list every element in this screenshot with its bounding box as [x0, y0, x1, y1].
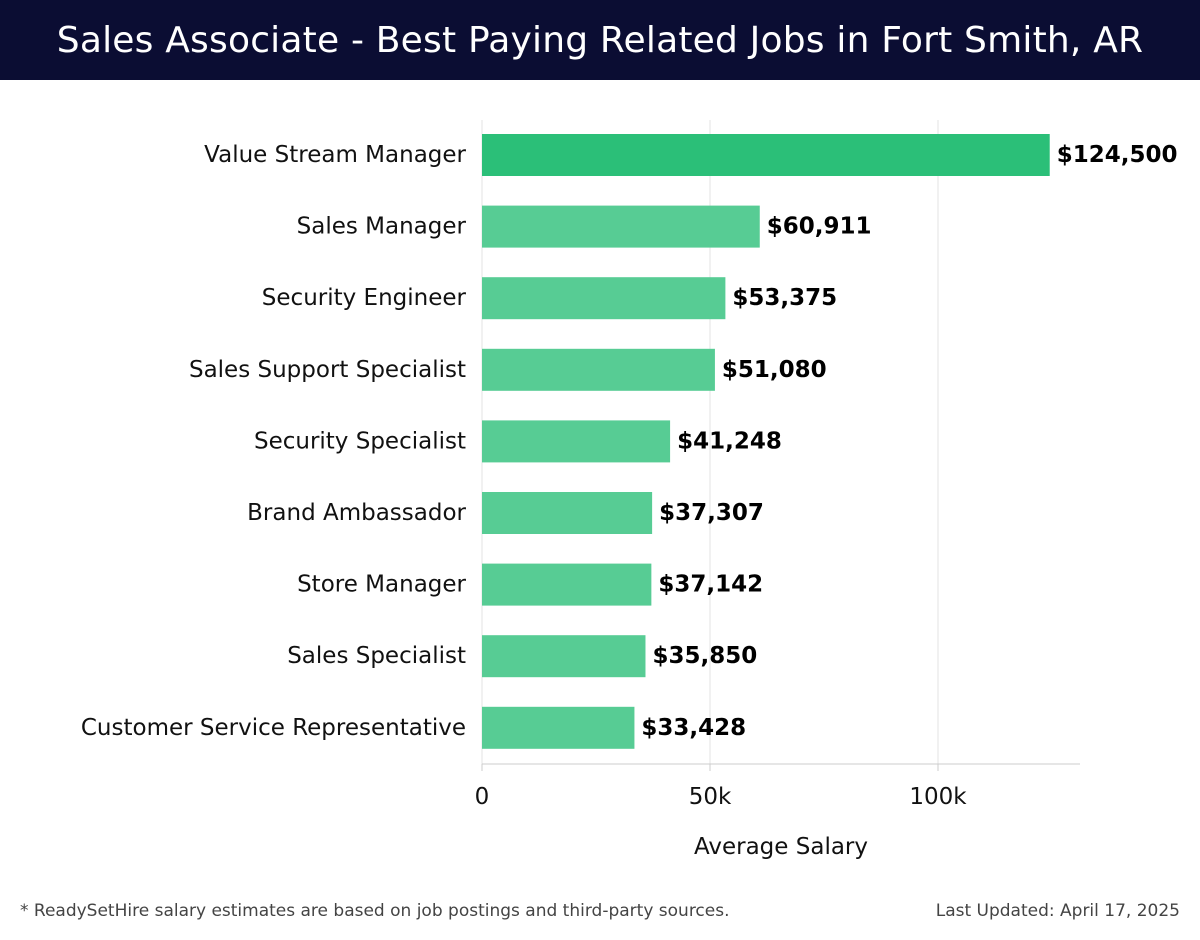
value-label-0: $124,500	[1057, 142, 1178, 168]
value-label-1: $60,911	[767, 214, 872, 240]
page-title: Sales Associate - Best Paying Related Jo…	[56, 19, 1144, 61]
header-bar: Sales Associate - Best Paying Related Jo…	[0, 0, 1200, 80]
category-label-1: Sales Manager	[297, 214, 467, 240]
x-tick-label-0: 0	[475, 784, 490, 810]
value-label-8: $33,428	[641, 715, 746, 741]
bar-4	[482, 420, 671, 463]
bar-1	[482, 205, 760, 248]
category-label-7: Sales Specialist	[287, 643, 466, 669]
bars	[482, 134, 1050, 749]
category-label-6: Store Manager	[297, 572, 466, 598]
category-label-2: Security Engineer	[262, 285, 467, 311]
value-label-7: $35,850	[652, 643, 757, 669]
value-label-5: $37,307	[659, 500, 764, 526]
bar-8	[482, 706, 635, 749]
bar-3	[482, 348, 715, 391]
category-label-0: Value Stream Manager	[204, 142, 466, 168]
bar-5	[482, 492, 653, 534]
category-labels: Value Stream Manager Sales Manager Securit…	[81, 142, 467, 741]
value-labels: $124,500 $60,911 $53,375 $51,080 $41,248 $37,…	[641, 142, 1177, 741]
x-axis: 0 50k 100k	[475, 763, 1080, 810]
bar-6	[482, 563, 652, 606]
category-label-5: Brand Ambassador	[247, 500, 466, 526]
category-label-8: Customer Service Representative	[81, 715, 466, 741]
category-label-3: Sales Support Specialist	[189, 357, 466, 383]
bar-2	[482, 277, 726, 320]
value-label-2: $53,375	[732, 285, 837, 311]
footer-note: * ReadySetHire salary estimates are base…	[20, 901, 730, 921]
x-axis-title: Average Salary	[694, 834, 868, 860]
x-tick-label-1: 50k	[689, 784, 732, 810]
x-tick-label-2: 100k	[909, 784, 967, 810]
value-label-3: $51,080	[722, 357, 827, 383]
bar-0	[482, 134, 1050, 176]
last-updated: Last Updated: April 17, 2025	[935, 901, 1180, 921]
category-label-4: Security Specialist	[254, 428, 466, 454]
value-label-4: $41,248	[677, 428, 782, 454]
salary-bar-chart: Value Stream Manager Sales Manager Securit…	[81, 120, 1177, 860]
value-label-6: $37,142	[658, 572, 763, 598]
bar-7	[482, 635, 646, 678]
